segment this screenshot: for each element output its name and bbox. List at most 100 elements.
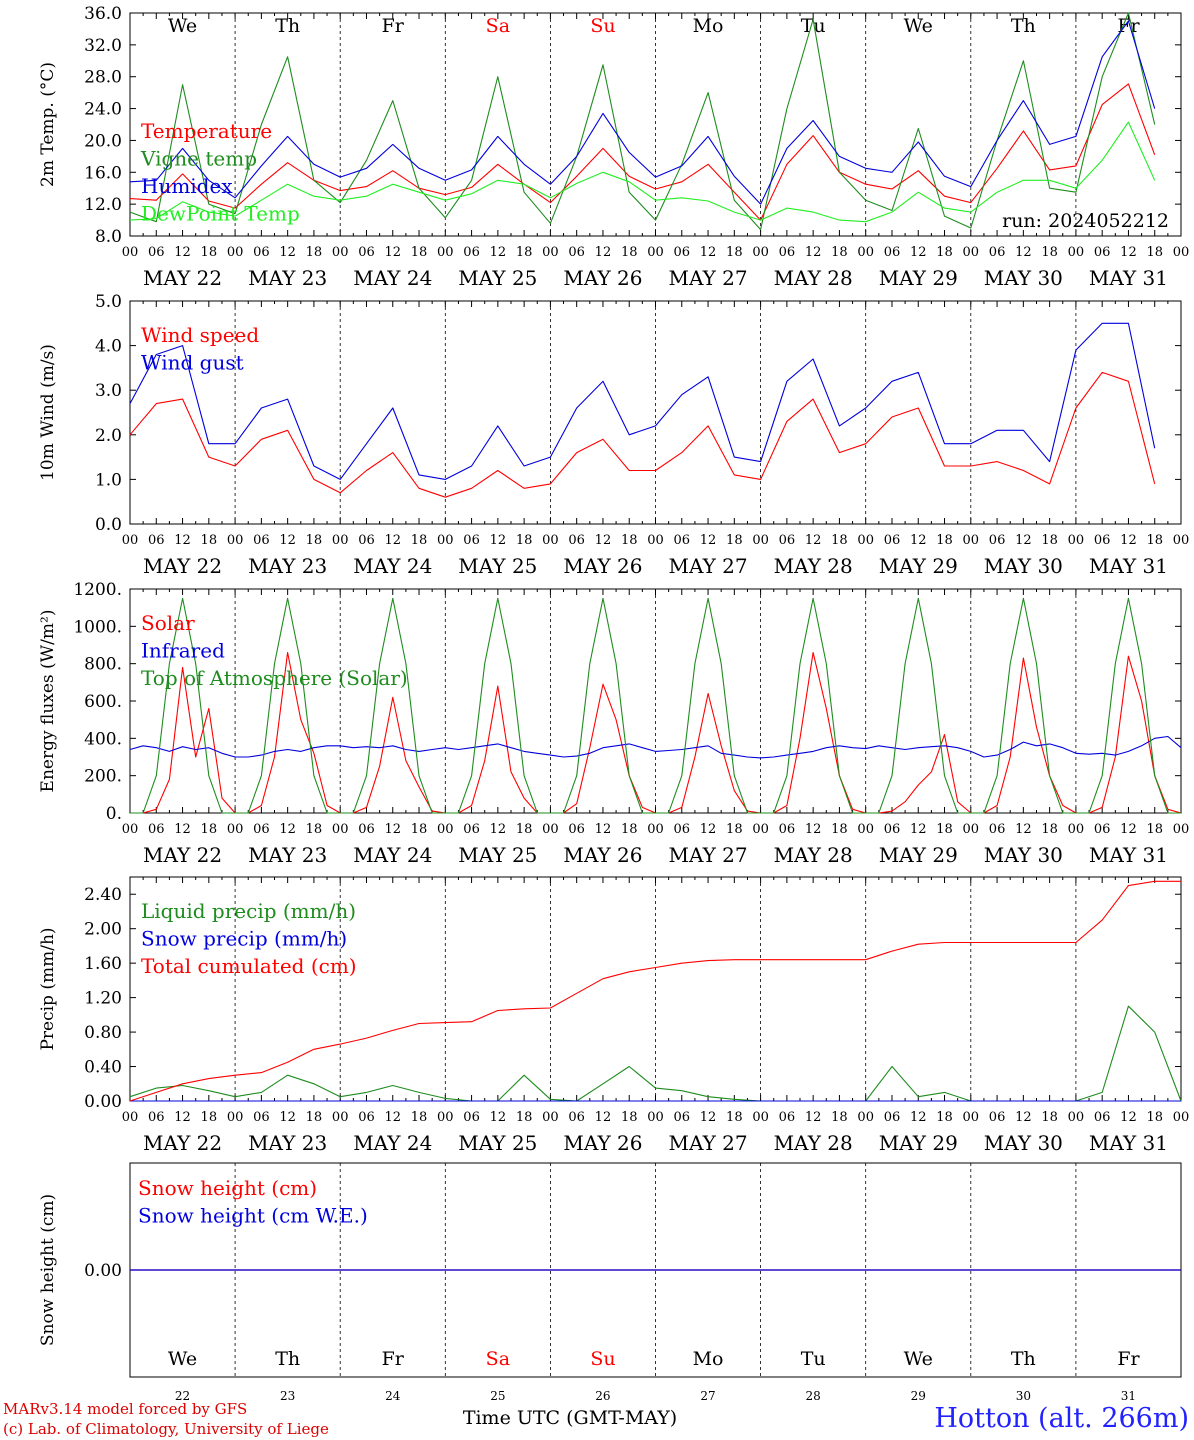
hour-tick-label: 18 xyxy=(411,533,428,548)
y-tick-label: 5.0 xyxy=(95,292,122,312)
hour-tick-label: 00 xyxy=(122,1110,139,1125)
date-label: MAY 25 xyxy=(458,266,537,290)
hour-tick-label: 06 xyxy=(568,1110,585,1125)
y-tick-label: 3.0 xyxy=(95,381,122,401)
credit-line: MARv3.14 model forced by GFS xyxy=(3,1400,247,1418)
legend-entry: Infrared xyxy=(141,639,225,663)
hour-tick-label: 18 xyxy=(201,822,218,837)
legend-entry: Temperature xyxy=(141,119,272,143)
hour-tick-label: 18 xyxy=(726,822,743,837)
hour-tick-label: 12 xyxy=(910,822,927,837)
hour-tick-label: 00 xyxy=(1173,822,1190,837)
hour-tick-label: 18 xyxy=(306,245,323,260)
hour-tick-label: 00 xyxy=(332,1110,349,1125)
hour-tick-label: 18 xyxy=(1146,245,1163,260)
hour-tick-label: 06 xyxy=(253,1110,270,1125)
hour-tick-label: 18 xyxy=(831,822,848,837)
hour-tick-label: 12 xyxy=(805,1110,822,1125)
y-axis-label: Snow height (cm) xyxy=(38,1194,58,1346)
day-number-label: 30 xyxy=(1016,1389,1031,1403)
y-tick-label: 1.60 xyxy=(84,954,122,974)
hour-tick-label: 18 xyxy=(621,533,638,548)
legend-entry: Humidex xyxy=(141,174,233,198)
hour-tick-label: 18 xyxy=(201,533,218,548)
hour-tick-label: 00 xyxy=(437,245,454,260)
date-label: MAY 28 xyxy=(774,554,853,578)
day-number-label: 25 xyxy=(490,1389,505,1403)
date-label: MAY 26 xyxy=(563,843,642,867)
day-number-label: 24 xyxy=(385,1389,401,1403)
date-label: MAY 28 xyxy=(774,1131,853,1155)
hour-tick-label: 12 xyxy=(910,245,927,260)
date-label: MAY 23 xyxy=(248,554,327,578)
weekday-label: Sa xyxy=(486,1348,510,1370)
hour-tick-label: 18 xyxy=(306,822,323,837)
hour-tick-label: 00 xyxy=(963,533,980,548)
hour-tick-label: 12 xyxy=(279,1110,296,1125)
series-line-vigne-temp xyxy=(129,12,1156,231)
station-label: Hotton (alt. 266m) xyxy=(934,1403,1189,1434)
date-label: MAY 23 xyxy=(248,266,327,290)
hour-tick-label: 18 xyxy=(831,533,848,548)
y-axis-label: 10m Wind (m/s) xyxy=(38,344,58,481)
date-label: MAY 25 xyxy=(458,843,537,867)
weekday-label: Fr xyxy=(1117,1348,1140,1370)
hour-tick-label: 18 xyxy=(201,1110,218,1125)
hour-tick-label: 06 xyxy=(884,533,901,548)
hour-tick-label: 00 xyxy=(542,1110,559,1125)
weekday-label: Tu xyxy=(801,15,826,37)
weekday-label: We xyxy=(904,1348,933,1370)
y-tick-label: 2.00 xyxy=(84,920,122,940)
hour-tick-label: 18 xyxy=(621,1110,638,1125)
hour-tick-label: 06 xyxy=(989,533,1006,548)
hour-tick-label: 06 xyxy=(148,1110,165,1125)
y-tick-label: 1200. xyxy=(73,580,122,600)
hour-tick-label: 00 xyxy=(437,533,454,548)
y-tick-label: 2.40 xyxy=(84,885,122,905)
y-tick-label: 2.0 xyxy=(95,426,122,446)
hour-tick-label: 12 xyxy=(1015,822,1032,837)
hour-tick-label: 18 xyxy=(726,245,743,260)
series-line-dewpoint-temp xyxy=(129,121,1156,223)
hour-tick-label: 00 xyxy=(647,1110,664,1125)
y-tick-label: 36.0 xyxy=(84,4,122,24)
hour-tick-label: 00 xyxy=(752,1110,769,1125)
hour-tick-label: 12 xyxy=(595,1110,612,1125)
hour-tick-label: 00 xyxy=(332,822,349,837)
hour-tick-label: 12 xyxy=(805,822,822,837)
hour-tick-label: 18 xyxy=(831,245,848,260)
hour-tick-label: 18 xyxy=(516,533,533,548)
hour-tick-label: 06 xyxy=(253,533,270,548)
credit-line: (c) Lab. of Climatology, University of L… xyxy=(3,1420,329,1438)
series-line-temperature xyxy=(129,83,1156,221)
y-tick-label: 0.00 xyxy=(84,1261,122,1281)
hour-tick-label: 06 xyxy=(148,533,165,548)
hour-tick-label: 00 xyxy=(1068,822,1085,837)
series-line-wind-speed xyxy=(129,371,1156,498)
y-tick-label: 8.0 xyxy=(95,227,122,247)
time-axis-label: Time UTC (GMT-MAY) xyxy=(463,1407,677,1429)
hour-tick-label: 12 xyxy=(700,1110,717,1125)
hour-tick-label: 00 xyxy=(1068,1110,1085,1125)
hour-tick-label: 12 xyxy=(1015,245,1032,260)
hour-tick-label: 06 xyxy=(674,1110,691,1125)
y-tick-label: 1.0 xyxy=(95,470,122,490)
date-label: MAY 31 xyxy=(1089,554,1168,578)
hour-tick-label: 00 xyxy=(437,1110,454,1125)
date-label: MAY 27 xyxy=(668,266,747,290)
hour-tick-label: 12 xyxy=(1120,822,1137,837)
hour-tick-label: 06 xyxy=(779,822,796,837)
day-number-label: 28 xyxy=(806,1389,821,1403)
hour-tick-label: 18 xyxy=(411,1110,428,1125)
hour-tick-label: 00 xyxy=(332,533,349,548)
hour-tick-label: 06 xyxy=(674,822,691,837)
hour-tick-label: 12 xyxy=(279,822,296,837)
hour-tick-label: 06 xyxy=(568,533,585,548)
date-label: MAY 22 xyxy=(143,843,222,867)
weekday-label: Su xyxy=(590,15,615,37)
date-label: MAY 23 xyxy=(248,1131,327,1155)
hour-tick-label: 06 xyxy=(463,533,480,548)
hour-tick-label: 18 xyxy=(726,1110,743,1125)
hour-tick-label: 00 xyxy=(227,245,244,260)
